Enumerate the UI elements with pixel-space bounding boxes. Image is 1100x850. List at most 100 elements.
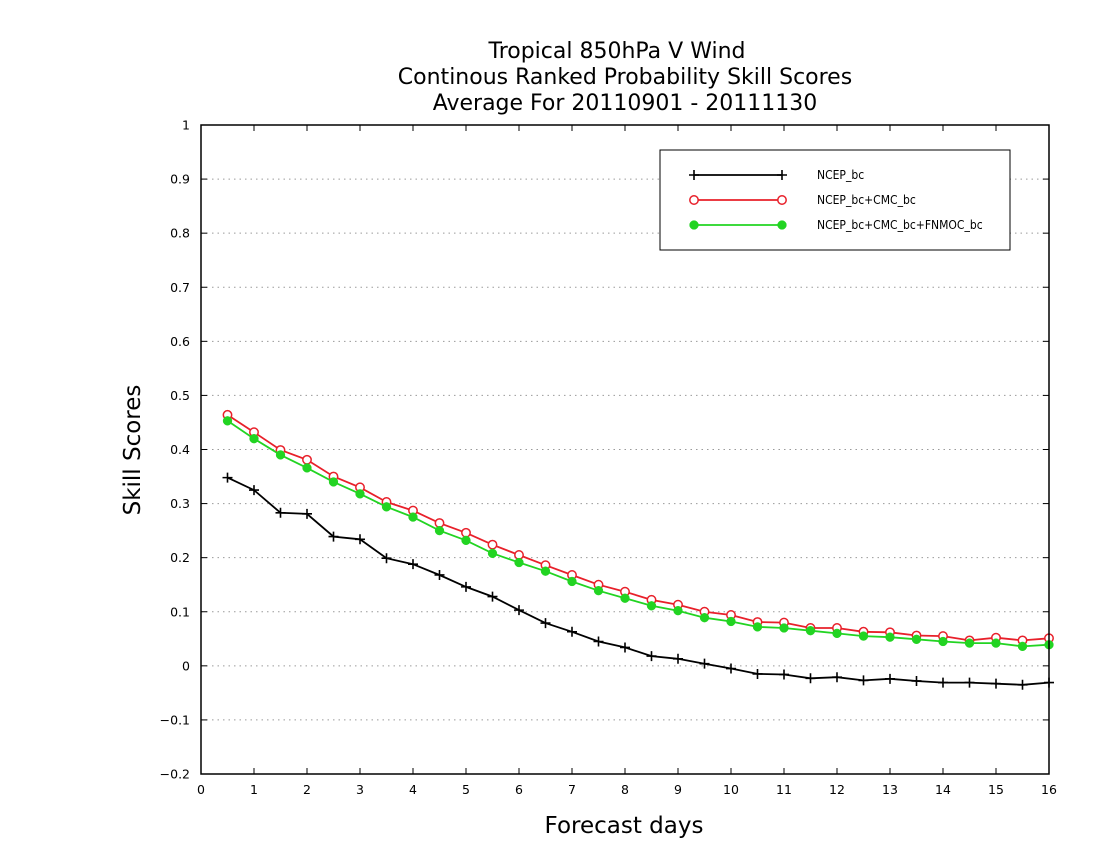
data-point [487, 591, 498, 602]
data-point [673, 606, 683, 616]
legend-entry: NCEP_bc+CMC_bc+FNMOC_bc [689, 218, 983, 232]
y-tick-label: 0.6 [170, 334, 190, 349]
data-point [1017, 679, 1028, 690]
x-tick-label: 3 [356, 782, 364, 797]
data-point [726, 616, 736, 627]
x-tick-label: 5 [462, 782, 470, 797]
data-point [858, 631, 869, 641]
data-point [222, 416, 233, 426]
legend-entry: NCEP_bc [689, 168, 864, 182]
x-tick-label: 6 [515, 782, 523, 797]
data-point [540, 566, 551, 576]
x-tick-label: 1 [250, 782, 258, 797]
data-point [673, 653, 683, 664]
data-point [620, 593, 630, 603]
data-point [355, 489, 365, 499]
data-point [302, 508, 312, 519]
data-point [646, 601, 657, 611]
data-point [699, 658, 710, 669]
legend-label: NCEP_bc [817, 168, 864, 182]
data-point [461, 535, 471, 546]
legend-marker [777, 220, 787, 230]
data-point [911, 634, 922, 644]
legend-marker [689, 170, 699, 180]
legend-entry: NCEP_bc+CMC_bc [689, 193, 916, 207]
series-line [227, 476, 1050, 686]
legend-label: NCEP_bc+CMC_bc+FNMOC_bc [817, 218, 983, 232]
data-point [408, 559, 418, 570]
data-point [779, 623, 789, 633]
data-point [699, 613, 710, 623]
data-point [381, 553, 392, 564]
y-tick-label: 0.3 [170, 496, 190, 511]
data-point [249, 485, 259, 496]
chart-title-line-1: Tropical 850hPa V Wind [487, 39, 745, 64]
data-point [355, 534, 365, 545]
x-tick-label: 10 [723, 782, 739, 797]
data-point [911, 675, 922, 686]
data-point [434, 525, 445, 536]
series-2 [222, 409, 1054, 646]
data-point [858, 675, 869, 686]
data-point [938, 636, 948, 647]
x-tick-label: 13 [882, 782, 898, 797]
y-tick-label: 0.2 [170, 550, 190, 565]
y-tick-label: 0.5 [170, 388, 190, 403]
x-tick-label: 15 [988, 782, 1004, 797]
data-point [514, 605, 524, 616]
data-point [752, 668, 763, 679]
data-point [249, 434, 259, 444]
y-tick-label: −0.2 [160, 767, 190, 782]
x-tick-label: 16 [1041, 782, 1057, 797]
x-tick-label: 14 [935, 782, 951, 797]
y-tick-label: 0.7 [170, 280, 190, 295]
legend-marker [777, 170, 787, 180]
data-point [938, 677, 948, 688]
data-point [514, 557, 524, 568]
x-tick-label: 9 [674, 782, 682, 797]
data-point [620, 642, 630, 653]
data-point [964, 677, 975, 688]
data-point [328, 477, 339, 487]
data-point [646, 651, 657, 662]
data-point [540, 618, 551, 629]
data-point [991, 678, 1001, 689]
data-point [805, 673, 816, 684]
x-tick-label: 2 [303, 782, 311, 797]
data-point [567, 626, 577, 637]
data-point [567, 576, 577, 587]
data-point [275, 507, 286, 518]
data-point [832, 672, 842, 683]
y-tick-label: 0 [182, 658, 190, 673]
data-point [275, 450, 286, 460]
x-tick-label: 8 [621, 782, 629, 797]
data-point [487, 548, 498, 558]
data-point [302, 463, 312, 473]
y-tick-label: −0.1 [160, 712, 190, 727]
data-point [964, 638, 975, 648]
y-tick-label: 0.1 [170, 604, 190, 619]
legend: NCEP_bc NCEP_bc+CMC_bc NCEP_bc+CMC_bc+FNMO… [659, 149, 1011, 251]
data-point [302, 454, 312, 465]
x-tick-label: 4 [409, 782, 417, 797]
data-point [779, 669, 789, 680]
data-point [726, 663, 736, 674]
data-point [805, 626, 816, 636]
y-tick-label: 1 [182, 118, 190, 133]
data-point [328, 531, 339, 542]
data-point [408, 512, 418, 522]
series-line [226, 420, 1050, 648]
legend-label: NCEP_bc+CMC_bc [817, 193, 916, 207]
series-1 [222, 472, 1054, 690]
data-point [991, 638, 1001, 648]
data-point [434, 569, 445, 580]
series-3 [222, 416, 1054, 652]
chart-title-line-3: Average For 20110901 - 20111130 [433, 91, 818, 116]
data-point [885, 632, 895, 642]
y-tick-label: 0.8 [170, 226, 190, 241]
x-axis-label: Forecast days [545, 813, 704, 839]
y-tick-label: 0.9 [170, 172, 190, 187]
data-point [461, 581, 471, 592]
x-tick-label: 12 [829, 782, 845, 797]
